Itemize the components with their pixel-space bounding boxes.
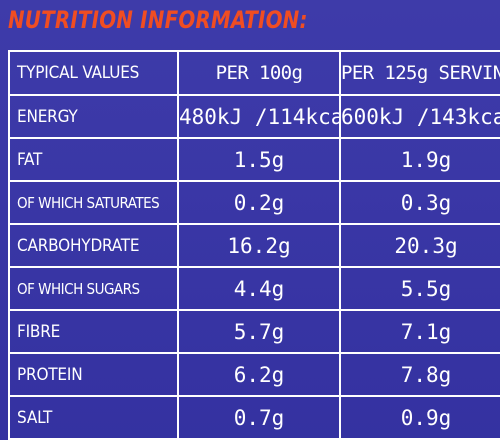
row-label-carbohydrate: CARBOHYDRATE [8,223,179,268]
row-label-salt: SALT [8,395,179,440]
table-row: CARBOHYDRATE 16.2g 20.3g [8,223,500,268]
fat-per-serving: 1.9g [339,137,500,182]
energy-per-serving: 600kJ /143kcal [339,94,500,139]
header-per-serving: PER 125g SERVING [339,50,500,96]
row-label-saturates: OF WHICH SATURATES [8,180,179,225]
nutrition-title: NUTRITION INFORMATION: [8,6,308,34]
row-label-energy: ENERGY [8,94,179,139]
table-row: SALT 0.7g 0.9g [8,395,500,440]
row-label-fibre: FIBRE [8,309,179,354]
protein-per-serving: 7.8g [339,352,500,397]
energy-per-100g: 480kJ /114kcal [177,94,341,139]
fibre-per-serving: 7.1g [339,309,500,354]
header-per-100g: PER 100g [177,50,341,96]
table-row: ENERGY 480kJ /114kcal 600kJ /143kcal [8,94,500,139]
row-label-sugars: OF WHICH SUGARS [8,266,179,311]
saturates-per-100g: 0.2g [177,180,341,225]
saturates-per-serving: 0.3g [339,180,500,225]
table-row: OF WHICH SATURATES 0.2g 0.3g [8,180,500,225]
protein-per-100g: 6.2g [177,352,341,397]
carbohydrate-per-100g: 16.2g [177,223,341,268]
salt-per-serving: 0.9g [339,395,500,440]
table-row: OF WHICH SUGARS 4.4g 5.5g [8,266,500,311]
fat-per-100g: 1.5g [177,137,341,182]
table-row: FAT 1.5g 1.9g [8,137,500,182]
sugars-per-100g: 4.4g [177,266,341,311]
row-label-protein: PROTEIN [8,352,179,397]
table-row: PROTEIN 6.2g 7.8g [8,352,500,397]
header-typical-values: TYPICAL VALUES [8,50,179,96]
nutrition-table: TYPICAL VALUES PER 100g PER 125g SERVING… [8,50,500,440]
sugars-per-serving: 5.5g [339,266,500,311]
salt-per-100g: 0.7g [177,395,341,440]
table-header-row: TYPICAL VALUES PER 100g PER 125g SERVING [8,50,500,96]
table-row: FIBRE 5.7g 7.1g [8,309,500,354]
row-label-fat: FAT [8,137,179,182]
carbohydrate-per-serving: 20.3g [339,223,500,268]
fibre-per-100g: 5.7g [177,309,341,354]
